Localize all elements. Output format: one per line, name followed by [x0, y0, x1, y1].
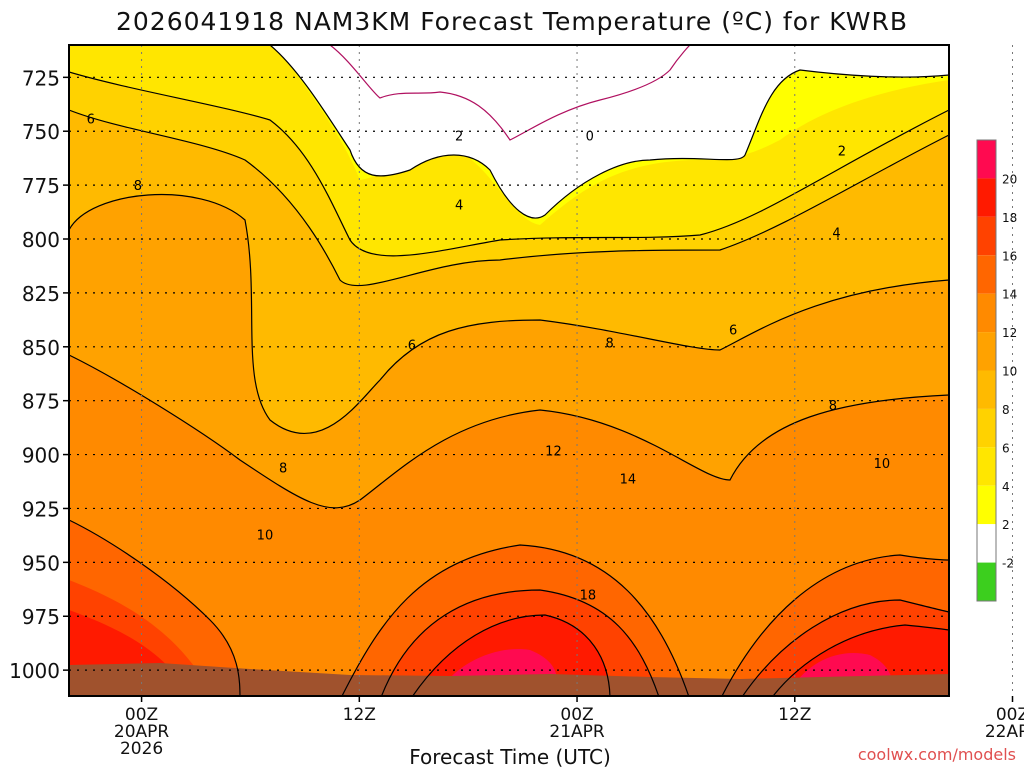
- y-tick-label: 850: [22, 336, 60, 360]
- y-tick-label: 800: [22, 228, 60, 252]
- x-tick-label: 00Z: [560, 705, 593, 725]
- colorbar-label: 10: [1002, 365, 1017, 379]
- colorbar-label: 6: [1002, 441, 1010, 455]
- contour-label: 6: [408, 339, 416, 354]
- colorbar-swatch: [977, 216, 996, 256]
- contour-label-group: 0 2 2 4 4 6 6 6 8 8 8 8 10 10 12 14 18: [87, 112, 891, 603]
- y-tick-label: 900: [22, 444, 60, 468]
- y-tick-label: 1000: [9, 659, 60, 683]
- colorbar-swatch: [977, 485, 996, 525]
- x-tick-label: 2026: [120, 739, 163, 759]
- colorbar-label: 2: [1002, 518, 1010, 532]
- colorbar-swatch: [977, 408, 996, 448]
- x-tick-label: 21APR: [549, 722, 605, 742]
- colorbar-swatch: [977, 524, 996, 563]
- contour-label: 8: [279, 462, 287, 477]
- x-tick-label: 12Z: [778, 705, 811, 725]
- contour-label: 4: [455, 199, 463, 214]
- y-tick-label: 725: [22, 66, 60, 90]
- colorbar-label: 12: [1002, 326, 1017, 340]
- contour-label: 6: [87, 112, 95, 127]
- contour-label: 6: [729, 324, 737, 339]
- colorbar-label: 4: [1002, 480, 1010, 494]
- y-axis: 725 750 775 800 825 850 875 900 925 950 975 1000: [9, 66, 69, 683]
- colorbar-swatch: [977, 370, 996, 409]
- y-tick-label: 875: [22, 390, 60, 414]
- y-tick-label: 925: [22, 497, 60, 521]
- ground-surface: [69, 663, 949, 696]
- contour-label: 8: [606, 336, 614, 351]
- colorbar-swatch: [977, 140, 996, 179]
- x-axis-label: Forecast Time (UTC): [409, 745, 611, 768]
- colorbar-frame: [976, 139, 997, 602]
- colorbar-label: 18: [1002, 211, 1017, 225]
- contour-label: 8: [134, 179, 142, 194]
- colorbar-label: 14: [1002, 288, 1017, 302]
- colorbar-swatch: [977, 332, 996, 371]
- contour-label: 10: [874, 457, 891, 472]
- y-tick-label: 975: [22, 605, 60, 629]
- colorbar-swatch: [977, 447, 996, 486]
- contour-label: 12: [545, 444, 562, 459]
- credit-text: coolwx.com/models: [858, 745, 1016, 764]
- contour-label: 0: [586, 130, 594, 145]
- x-tick-label: 00Z: [125, 705, 158, 725]
- y-tick-label: 775: [22, 174, 60, 198]
- x-tick-label: 22APR: [985, 722, 1024, 742]
- colorbar-label: 20: [1002, 172, 1017, 186]
- contour-label: 10: [257, 528, 274, 543]
- x-axis: 00Z20APR202612Z00Z21APR12Z00Z22APR: [114, 696, 1024, 759]
- contour-label: 14: [620, 472, 637, 487]
- contour-label: 4: [832, 227, 840, 242]
- colorbar-swatch: [977, 293, 996, 333]
- colorbar: -2 2 4 6 8 10 12 14 16 18 20: [976, 139, 1017, 602]
- contour-label: 8: [829, 399, 837, 414]
- x-tick-label: 20APR: [114, 722, 170, 742]
- temperature-fill: [69, 45, 949, 696]
- contour-label: 18: [580, 589, 597, 604]
- x-tick-label: 12Z: [343, 705, 376, 725]
- colorbar-swatch: [977, 562, 996, 601]
- contour-label: 2: [838, 145, 846, 160]
- colorbar-label: 8: [1002, 403, 1010, 417]
- grid-lines: [69, 45, 1014, 696]
- y-tick-label: 825: [22, 282, 60, 306]
- plot-frame: [68, 44, 950, 697]
- contour-label: 2: [455, 130, 463, 145]
- chart-title: 2026041918 NAM3KM Forecast Temperature (…: [116, 7, 908, 36]
- y-tick-label: 950: [22, 551, 60, 575]
- colorbar-label: -2: [1002, 557, 1014, 571]
- x-tick-label: 00Z: [996, 705, 1024, 725]
- colorbar-swatch: [977, 255, 996, 294]
- colorbar-swatch: [977, 178, 996, 217]
- contour-lines: [69, 45, 949, 696]
- y-tick-label: 750: [22, 120, 60, 144]
- colorbar-label: 16: [1002, 249, 1017, 263]
